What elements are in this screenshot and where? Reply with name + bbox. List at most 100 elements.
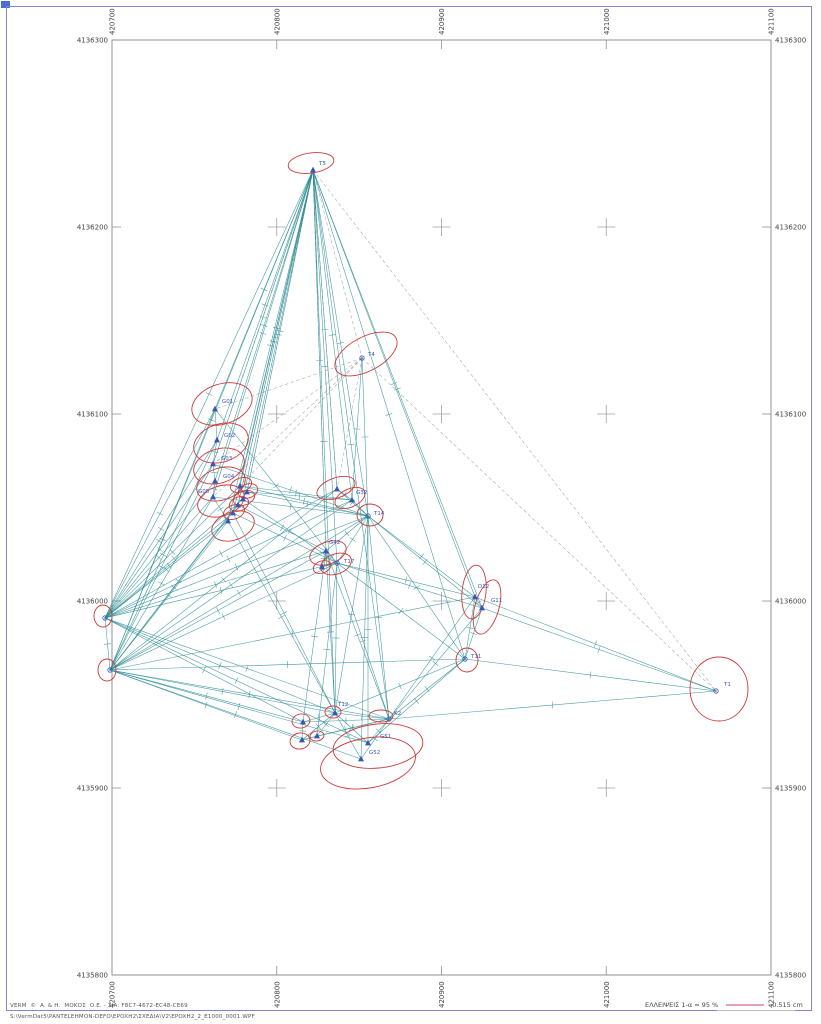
error-ellipse [211,510,255,542]
map-frame [111,39,772,976]
observation-midpoint-tick [259,332,267,335]
observation-midpoint-tick [551,701,554,709]
observation-midpoint-tick [216,607,220,614]
axis-label-easting-bottom: 421000 [603,981,611,1008]
error-ellipse [93,604,113,628]
station-marker-triangle [235,501,241,508]
observation-midpoint-tick [398,608,404,614]
station-label: T1 [723,682,731,688]
station-marker-circle [386,716,392,722]
observation-midpoint-tick [204,701,208,709]
legend-underline [717,1010,795,1011]
observation-midpoint-tick [272,336,279,339]
station-marker-triangle [472,593,478,600]
axis-label-northing-right: 4135900 [775,785,806,793]
software-credit-line: VERM © A. & H. ΜΟΚΟΣ Ο.Ε. - ΣΙΑ: F8C7-46… [10,1003,188,1009]
axis-label-easting-top: 421100 [768,8,776,35]
station-marker-circle [334,560,340,566]
observation-midpoint-tick [158,581,165,586]
station-marker-dot [388,718,390,720]
station-marker-triangle [210,493,216,500]
observation-midpoint-tick [385,413,393,416]
gps-vector-line [312,169,717,692]
observation-midpoint-tick [344,530,350,537]
observation-midpoint-tick [276,330,284,332]
station-marker-dot [109,669,111,671]
station-marker-triangle [365,739,371,746]
observation-midpoint-tick [359,639,367,643]
observation-midpoint-tick [202,666,206,674]
observation-midpoint-tick [210,471,218,474]
observation-midpoint-tick [219,550,223,557]
observation-midpoint-tick [419,553,424,560]
error-ellipse [368,709,394,723]
observation-midpoint-tick [280,524,284,532]
observation-midpoint-tick [422,559,428,565]
axis-label-northing-right: 4136300 [775,37,806,45]
station-label: G02 [224,433,235,439]
observation-midpoint-tick [475,600,482,605]
error-ellipse [461,564,487,620]
observation-midpoint-tick [597,646,601,653]
station-label: T17 [343,559,355,565]
observation-midpoint-tick [589,671,592,679]
observation-midpoint-tick [211,451,219,453]
error-ellipse [312,560,332,574]
error-ellipse [222,503,246,521]
station-label: T4 [367,352,375,358]
observation-midpoint-tick [320,557,328,561]
station-label: G42 [329,540,340,546]
observation-midpoint-tick [371,736,379,742]
observation-midpoint-tick [164,566,169,573]
station-label: G32 [356,490,367,496]
observation-midpoint-tick [103,643,112,645]
observation-midpoint-tick [269,340,277,343]
observation-midpoint-tick [234,563,239,571]
error-ellipse [320,736,416,790]
observation-midpoint-tick [361,712,363,720]
station-label: D12 [478,584,489,590]
observation-midpoint-tick [166,562,172,569]
observation-midpoint-tick [374,616,383,619]
legend-title: ΕΛΛΕΙΨΕΙΣ 1-α = 95 % [645,1001,719,1009]
error-ellipse [309,540,347,566]
error-ellipse [287,152,335,174]
station-marker-triangle [323,547,329,554]
observation-midpoint-tick [432,661,439,666]
observation-midpoint-tick [160,553,167,557]
observation-midpoint-tick [323,722,329,727]
station-marker-circle [713,688,719,694]
observation-midpoint-tick [342,491,347,498]
axis-label-easting-top: 421000 [603,8,611,35]
observation-midpoint-tick [169,549,176,555]
observation-midpoint-tick [347,443,355,446]
observation-midpoint-tick [413,698,420,704]
station-marker-circle [102,615,108,621]
error-ellipse [309,730,325,742]
station-label: G03 [221,456,233,462]
observation-midpoint-tick [273,483,279,489]
error-ellipse [197,484,245,518]
station-marker-dot [715,690,717,692]
station-marker-triangle [332,709,338,716]
axis-label-easting-top: 420900 [438,8,446,35]
gps-vector-line [239,357,363,487]
station-label: T5 [318,161,326,167]
observation-midpoint-tick [219,587,223,594]
axis-label-northing-left: 4135900 [77,785,108,793]
station-label: G52 [369,750,380,756]
station-marker-triangle [310,166,316,173]
station-marker-triangle [334,485,340,492]
observation-midpoint-tick [267,344,274,347]
station-label: G04 [223,474,235,480]
observation-midpoint-tick [283,534,287,542]
observation-midpoint-tick [245,665,249,672]
observation-midpoint-tick [328,554,335,560]
observation-midpoint-tick [259,315,267,319]
error-ellipse [196,466,246,502]
station-label: G01 [222,399,233,405]
observation-midpoint-tick [166,593,172,598]
observation-midpoint-tick [349,537,356,542]
observation-midpoint-tick [221,576,226,583]
station-marker-triangle [314,732,320,739]
